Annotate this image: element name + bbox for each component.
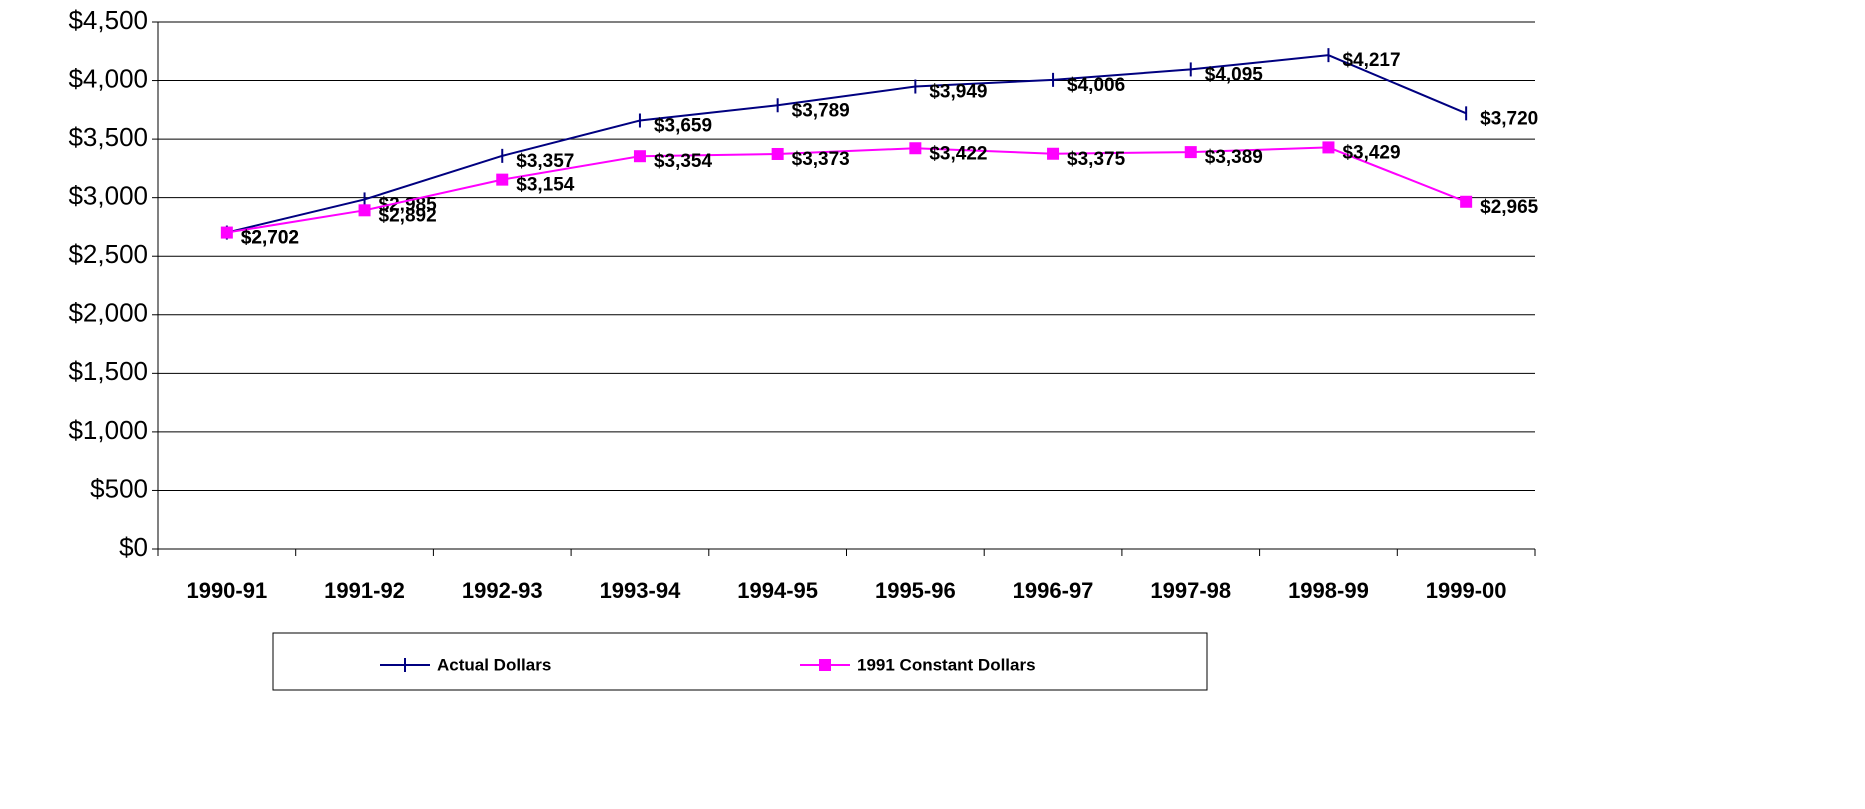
series-line (226, 146, 1467, 234)
x-tick-label: 1990-91 (186, 578, 267, 603)
data-label: $3,389 (1205, 147, 1263, 168)
legend-label: Actual Dollars (437, 655, 551, 674)
y-tick-label: $3,500 (68, 122, 148, 152)
x-tick-label: 1994-95 (737, 578, 818, 603)
y-tick-label: $1,000 (68, 415, 148, 445)
data-label: $3,429 (1342, 142, 1400, 163)
y-tick-label: $2,500 (68, 239, 148, 269)
y-tick-label: $0 (119, 532, 148, 562)
marker (496, 173, 509, 186)
data-label: $3,720 (1480, 108, 1538, 129)
legend-box (272, 632, 1208, 691)
data-label: $3,354 (654, 151, 713, 172)
marker (633, 150, 646, 163)
y-tick-label: $4,500 (68, 5, 148, 35)
x-tick-label: 1993-94 (600, 578, 682, 603)
marker (1047, 147, 1060, 160)
y-tick-label: $500 (90, 473, 148, 503)
x-tick-label: 1999-00 (1426, 578, 1507, 603)
y-tick-label: $2,000 (68, 298, 148, 328)
data-label: $3,375 (1067, 149, 1126, 170)
data-label: $3,154 (516, 175, 575, 196)
marker (909, 142, 922, 155)
marker (771, 147, 784, 160)
x-tick-label: 1992-93 (462, 578, 543, 603)
data-label: $3,949 (929, 82, 987, 103)
data-label: $4,095 (1205, 64, 1264, 85)
marker (220, 226, 233, 239)
x-tick-label: 1996-97 (1013, 578, 1094, 603)
data-label: $2,702 (241, 228, 299, 249)
data-label: $3,789 (792, 100, 850, 121)
data-label: $2,702 (241, 228, 299, 249)
marker (1184, 146, 1197, 159)
y-tick-label: $3,000 (68, 181, 148, 211)
data-label: $2,965 (1480, 197, 1539, 218)
data-label: $2,892 (379, 205, 437, 226)
marker (358, 204, 371, 217)
marker (1460, 195, 1473, 208)
data-label: $4,006 (1067, 75, 1125, 96)
data-label: $3,373 (792, 149, 850, 170)
x-tick-label: 1995-96 (875, 578, 956, 603)
x-tick-label: 1997-98 (1150, 578, 1231, 603)
x-tick-label: 1991-92 (324, 578, 405, 603)
data-label: $3,357 (516, 151, 574, 172)
legend-label: 1991 Constant Dollars (857, 655, 1036, 674)
y-tick-label: $4,000 (68, 63, 148, 93)
x-tick-label: 1998-99 (1288, 578, 1369, 603)
series-line (226, 54, 1467, 234)
data-label: $3,422 (929, 143, 987, 164)
y-tick-label: $1,500 (68, 356, 148, 386)
legend-marker (819, 659, 831, 671)
data-label: $2,985 (379, 194, 438, 215)
data-label: $3,659 (654, 116, 712, 137)
marker (1322, 141, 1335, 154)
data-label: $4,217 (1342, 50, 1400, 71)
